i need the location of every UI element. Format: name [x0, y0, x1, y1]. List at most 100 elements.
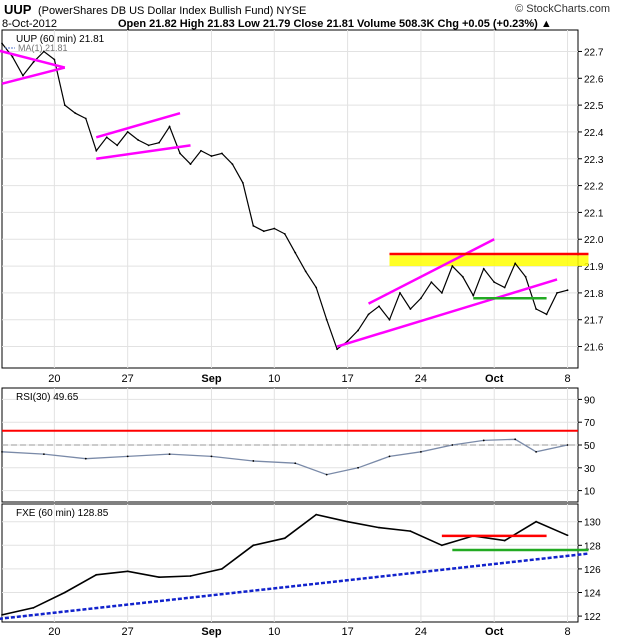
- uup-data-point: [158, 141, 160, 144]
- fxe-data-point: [189, 575, 192, 577]
- uup-data-point: [63, 104, 66, 107]
- uup-data-point: [346, 340, 349, 343]
- ma-legend-label: MA(1) 21.81: [18, 43, 68, 53]
- uup-data-point: [556, 291, 558, 294]
- uup-data-point: [367, 313, 370, 316]
- rsi-data-point: [325, 473, 328, 476]
- fxe-data-point: [126, 570, 129, 573]
- uup-data-point: [168, 125, 171, 128]
- rsi-data-point: [535, 450, 538, 453]
- uup-trendline: [96, 144, 191, 160]
- uup-data-point: [493, 281, 496, 284]
- uup-data-point: [53, 58, 56, 61]
- uup-data-point: [409, 308, 412, 310]
- uup-data-point: [1, 42, 3, 45]
- uup-data-point: [105, 136, 108, 139]
- x-tick-label: 10: [268, 373, 280, 385]
- uup-y-tick-label: 22.6: [584, 74, 604, 85]
- uup-data-point: [273, 227, 276, 230]
- fxe-data-point: [221, 568, 223, 570]
- x-tick-label: 20: [48, 373, 60, 385]
- uup-trendline: [1, 66, 66, 85]
- rsi-data-point: [294, 462, 297, 465]
- rsi-y-tick-label: 10: [584, 487, 596, 498]
- uup-data-point: [378, 305, 380, 308]
- fxe-data-point: [1, 614, 3, 616]
- uup-trendline: [367, 238, 495, 305]
- uup-y-tick-label: 21.8: [584, 289, 604, 300]
- x-tick-label: 20: [48, 626, 60, 638]
- quote-summary: Open 21.82 High 21.83 Low 21.79 Close 21…: [118, 18, 552, 30]
- rsi-data-point: [451, 444, 454, 446]
- rsi-data-point: [357, 466, 359, 469]
- uup-data-point: [74, 112, 77, 115]
- uup-data-point: [231, 163, 234, 166]
- uup-data-point: [545, 313, 548, 316]
- x-tick-label: 24: [415, 626, 427, 638]
- x-tick-label: Sep: [201, 626, 221, 638]
- uup-data-point: [294, 251, 297, 254]
- uup-panel-frame: [1, 29, 579, 369]
- rsi-data-point: [252, 460, 255, 462]
- fxe-data-point: [346, 520, 349, 523]
- x-tick-label: 8: [564, 626, 570, 638]
- x-tick-label: Oct: [485, 626, 504, 638]
- x-tick-label: 17: [341, 373, 353, 385]
- uup-data-point: [482, 267, 485, 270]
- rsi-data-point: [388, 455, 391, 458]
- uup-resistance-band: [389, 255, 589, 267]
- uup-data-point: [84, 117, 87, 120]
- uup-data-point: [336, 348, 339, 351]
- symbol-description: (PowerShares DB US Dollar Index Bullish …: [38, 5, 307, 17]
- x-tick-label: 8: [564, 373, 570, 385]
- uup-data-point: [32, 61, 35, 64]
- rsi-data-point: [420, 450, 422, 453]
- uup-data-point: [11, 55, 14, 58]
- uup-data-point: [189, 163, 192, 166]
- x-tick-label: 24: [415, 373, 427, 385]
- fxe-data-point: [158, 576, 160, 579]
- rsi-data-point: [1, 450, 3, 453]
- uup-panel-title: UUP (60 min) 21.81: [16, 34, 105, 45]
- x-tick-label: 27: [122, 373, 134, 385]
- fxe-data-point: [535, 520, 538, 523]
- fxe-data-point: [378, 526, 380, 529]
- uup-data-point: [200, 149, 202, 152]
- rsi-data-point: [42, 453, 45, 456]
- uup-data-point: [95, 149, 98, 152]
- fxe-data-point: [95, 573, 98, 576]
- uup-data-point: [252, 224, 255, 227]
- uup-y-tick-label: 22.4: [584, 128, 604, 139]
- uup-data-point: [283, 232, 286, 235]
- uup-data-point: [116, 144, 119, 147]
- uup-data-point: [137, 139, 140, 141]
- fxe-y-tick-label: 122: [584, 612, 601, 623]
- x-tick-label: 27: [122, 626, 134, 638]
- x-tick-label: Sep: [201, 373, 221, 385]
- rsi-data-point: [514, 438, 517, 441]
- rsi-data-point: [210, 455, 213, 458]
- rsi-data-point: [84, 457, 87, 460]
- uup-data-point: [22, 74, 24, 77]
- rsi-y-tick-label: 30: [584, 464, 596, 475]
- x-tick-label: 10: [268, 626, 280, 638]
- fxe-y-tick-label: 126: [584, 565, 601, 576]
- uup-data-point: [461, 275, 464, 278]
- uup-trendline: [0, 49, 66, 69]
- uup-y-tick-label: 22.7: [584, 47, 604, 58]
- fxe-y-tick-label: 128: [584, 541, 601, 552]
- uup-data-point: [210, 155, 213, 157]
- uup-data-point: [262, 230, 265, 233]
- x-tick-label: Oct: [485, 373, 504, 385]
- uup-data-point: [388, 318, 391, 321]
- uup-trendline: [95, 111, 181, 139]
- fxe-data-point: [283, 537, 286, 540]
- uup-data-point: [221, 152, 223, 155]
- uup-data-point: [420, 297, 422, 300]
- uup-trendline: [336, 278, 558, 348]
- uup-y-tick-label: 21.7: [584, 316, 604, 327]
- fxe-panel-frame: [1, 503, 579, 623]
- fxe-data-point: [63, 591, 66, 594]
- rsi-panel-title: RSI(30) 49.65: [16, 392, 79, 403]
- uup-y-tick-label: 22.2: [584, 182, 604, 193]
